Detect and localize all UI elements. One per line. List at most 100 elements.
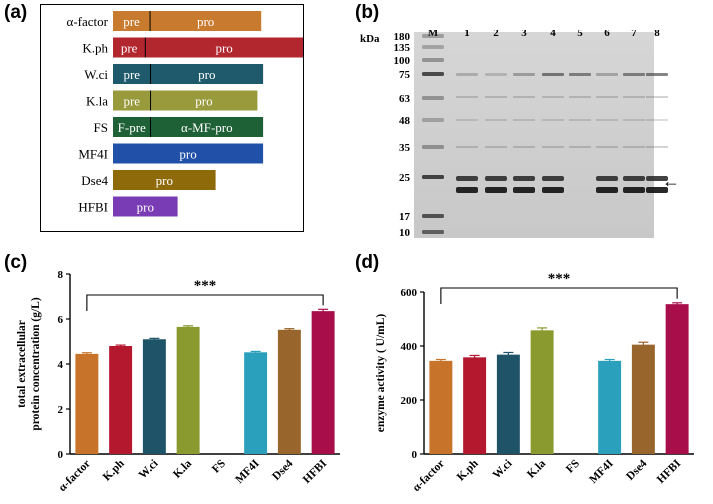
construct-bar — [113, 37, 303, 58]
protein-band — [485, 146, 507, 148]
marker-size-label: 75 — [399, 69, 411, 81]
category-label: K.ph — [101, 457, 127, 483]
category-label: HFBI — [301, 457, 330, 486]
category-label: FS — [564, 458, 582, 476]
protein-band — [646, 96, 668, 98]
segment-label: pro — [197, 14, 214, 29]
protein-band — [542, 119, 564, 121]
protein-band — [623, 146, 645, 148]
marker-size-label: 10 — [399, 227, 411, 239]
protein-band — [513, 176, 535, 181]
marker-band — [422, 45, 444, 49]
marker-band — [422, 145, 444, 149]
construct-bar — [113, 170, 216, 190]
marker-size-label: 63 — [399, 93, 411, 105]
y-tick-label: 200 — [401, 395, 418, 407]
marker-size-label: 135 — [394, 42, 411, 54]
bar — [176, 326, 200, 454]
bar — [244, 352, 268, 454]
protein-band — [542, 176, 564, 181]
protein-band — [623, 96, 645, 98]
protein-band — [646, 119, 668, 121]
protein-concentration-chart: 0 2 4 6 8 total extracellular protein concentr… — [16, 269, 340, 494]
protein-band — [542, 96, 564, 98]
segment-label: pro — [179, 147, 196, 162]
construct-name: Dse4 — [81, 173, 108, 188]
construct-bar — [113, 90, 258, 111]
category-label: W.ci — [491, 457, 515, 481]
lane-label: 1 — [464, 30, 470, 39]
bar — [311, 311, 335, 454]
lane-label: 2 — [493, 30, 499, 39]
protein-band — [485, 176, 507, 181]
protein-band — [542, 73, 564, 76]
y-tick-label: 0 — [58, 449, 64, 461]
panel-d-label: (d) — [355, 252, 380, 273]
category-label: MF4I — [587, 457, 616, 486]
marker-band — [422, 175, 444, 179]
category-label: FS — [210, 458, 228, 476]
protein-band — [646, 187, 668, 193]
protein-band — [485, 96, 507, 98]
protein-band — [623, 73, 645, 76]
protein-band — [569, 146, 591, 148]
lane-label: 5 — [577, 30, 583, 39]
panel-b-label: (b) — [355, 2, 380, 23]
protein-band — [456, 96, 478, 98]
protein-band — [569, 96, 591, 98]
gel-background — [414, 32, 654, 238]
significance-bracket — [86, 294, 324, 311]
marker-band — [422, 214, 444, 218]
bar — [109, 346, 133, 454]
segment-label: pre — [123, 94, 140, 109]
y-tick-label: 8 — [58, 269, 64, 281]
bar — [665, 304, 689, 454]
lane-label: 4 — [550, 30, 556, 39]
protein-band — [513, 119, 535, 121]
protein-band — [596, 73, 618, 76]
marker-band — [422, 58, 444, 62]
y-tick-label: 4 — [58, 359, 64, 371]
segment-label: pro — [215, 41, 232, 56]
segment-label: pro — [195, 94, 212, 109]
protein-band — [485, 119, 507, 121]
category-label: Dse4 — [270, 457, 295, 482]
marker-size-label: 17 — [399, 211, 411, 223]
protein-band — [623, 187, 645, 193]
protein-band — [569, 73, 591, 76]
bar — [429, 360, 453, 454]
bar — [631, 344, 655, 454]
marker-size-label: 25 — [399, 172, 411, 184]
protein-band — [513, 96, 535, 98]
bar — [463, 357, 487, 454]
protein-band — [513, 146, 535, 148]
category-label: MF4I — [233, 457, 262, 486]
y-axis-label: total extracellular — [16, 320, 28, 408]
y-tick-label: 0 — [412, 449, 418, 461]
y-axis-label: enzyme activity ( U/mL) — [375, 314, 387, 433]
category-label: K.la — [171, 457, 194, 480]
construct-name: HFBI — [78, 200, 108, 215]
protein-band — [596, 146, 618, 148]
segment-label: α-MF-pro — [181, 120, 233, 135]
protein-band — [623, 176, 645, 181]
protein-band — [542, 187, 564, 193]
marker-size-label: 180 — [394, 31, 411, 43]
category-label: Dse4 — [624, 457, 649, 482]
protein-band — [542, 146, 564, 148]
target-arrow: ← — [662, 171, 680, 191]
construct-name: W.ci — [84, 67, 108, 82]
construct-name: MF4I — [78, 147, 108, 162]
marker-band — [422, 72, 444, 76]
category-label: α-factor — [410, 458, 447, 495]
lane-label: 3 — [521, 30, 527, 39]
enzyme-activity-chart: 0 200 400 600 enzyme activity ( U/mL) α-facto… — [375, 271, 694, 495]
marker-size-label: 48 — [399, 115, 411, 127]
protein-band — [646, 176, 668, 181]
bar — [277, 329, 301, 454]
marker-size-label: 35 — [399, 142, 411, 154]
lane-label: 8 — [654, 30, 660, 39]
construct-name: K.ph — [82, 41, 108, 56]
marker-band — [422, 230, 444, 234]
y-tick-label: 400 — [401, 341, 418, 353]
